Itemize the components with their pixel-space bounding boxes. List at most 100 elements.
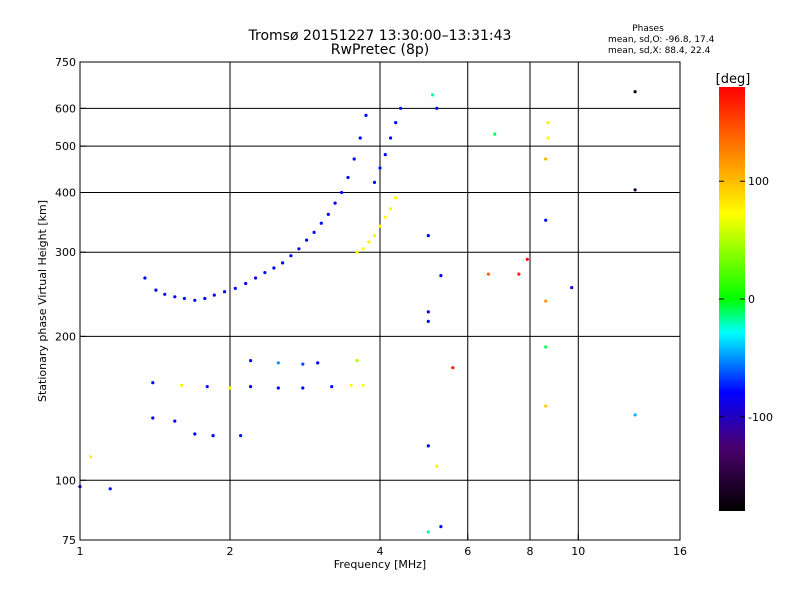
data-point: [253, 276, 258, 280]
data-point: [249, 385, 253, 389]
data-point: [439, 525, 443, 529]
data-point: [358, 136, 362, 140]
colorbar-ticks: 100 0 -100: [719, 175, 773, 424]
data-point: [180, 383, 184, 387]
data-point: [633, 413, 637, 417]
data-point: [143, 276, 147, 280]
data-point: [355, 250, 359, 254]
data-point: [372, 180, 377, 184]
data-point: [426, 310, 430, 314]
data-point: [340, 190, 344, 195]
data-point: [394, 196, 398, 200]
y-tick-label: 200: [55, 330, 76, 343]
y-tick-label: 75: [62, 534, 76, 547]
grid-lines: [80, 62, 680, 540]
x-axis-ticks: 1 2 4 6 8 10 16: [77, 534, 687, 558]
y-tick-label: 600: [55, 102, 76, 115]
data-point: [108, 487, 112, 491]
data-point: [89, 455, 93, 459]
chart-subtitle: RwPretec (8p): [331, 42, 429, 58]
y-axis-ticks: 75 100 200 300 400 500 600 750: [55, 56, 86, 547]
data-point: [633, 90, 637, 94]
data-point: [301, 386, 305, 390]
data-point: [451, 366, 455, 370]
x-tick-label: 1: [77, 545, 84, 558]
y-tick-label: 400: [55, 186, 76, 199]
data-point: [544, 218, 548, 222]
data-point: [222, 290, 227, 294]
data-point: [316, 361, 320, 365]
data-point: [383, 153, 387, 157]
colorbar-label: [deg]: [716, 72, 751, 87]
colorbar-tick-label: -100: [748, 411, 773, 424]
data-point: [151, 416, 155, 420]
x-tick-label: 16: [673, 545, 687, 558]
y-tick-label: 750: [55, 56, 76, 69]
stats-x-line: mean, sd,X: 88.4, 22.4: [608, 46, 711, 56]
data-point: [426, 234, 430, 238]
data-point: [326, 212, 330, 216]
data-point: [276, 361, 280, 365]
colorbar-tick-label: 100: [748, 175, 769, 188]
data-point: [281, 261, 285, 265]
data-point: [154, 288, 158, 292]
data-point: [372, 234, 377, 238]
data-point: [570, 286, 574, 290]
y-tick-label: 500: [55, 140, 76, 153]
data-point: [389, 207, 393, 211]
data-point: [346, 175, 350, 180]
data-point: [546, 136, 550, 140]
data-point: [426, 444, 430, 448]
data-point: [297, 247, 301, 251]
data-point: [544, 299, 548, 303]
data-point: [272, 266, 276, 270]
data-point: [203, 296, 207, 301]
data-point: [431, 93, 435, 97]
data-point: [546, 121, 550, 125]
data-point: [389, 136, 393, 140]
data-point: [383, 215, 387, 219]
data-point: [367, 240, 371, 244]
y-tick-label: 300: [55, 246, 76, 259]
x-axis-label: Frequency [MHz]: [334, 558, 426, 571]
x-tick-label: 8: [527, 545, 534, 558]
data-point: [633, 188, 637, 192]
data-point: [212, 293, 216, 297]
data-point: [352, 157, 356, 161]
data-point: [364, 113, 368, 117]
data-point: [182, 296, 186, 301]
data-point: [305, 238, 309, 242]
data-point: [319, 221, 323, 225]
data-point: [239, 434, 243, 438]
data-point: [544, 404, 548, 408]
data-point: [361, 383, 365, 387]
data-point: [333, 201, 337, 205]
data-point: [330, 385, 334, 389]
data-point: [173, 295, 177, 299]
data-point: [361, 247, 365, 251]
x-tick-label: 4: [377, 545, 384, 558]
stats-o-line: mean, sd,O: -96.8, 17.4: [608, 35, 715, 45]
x-tick-label: 6: [464, 545, 471, 558]
data-point: [378, 224, 382, 228]
data-point: [205, 385, 209, 389]
y-tick-label: 100: [55, 474, 76, 487]
data-point: [544, 157, 548, 161]
data-point: [525, 257, 529, 261]
data-point: [228, 386, 232, 390]
data-point: [312, 230, 316, 234]
data-point: [439, 274, 443, 278]
x-tick-label: 10: [571, 545, 585, 558]
data-point: [289, 254, 293, 258]
data-point: [301, 362, 305, 366]
data-point: [211, 434, 215, 438]
data-point: [173, 419, 177, 423]
data-point: [355, 359, 359, 363]
colorbar-tick-label: 0: [748, 293, 755, 306]
data-point: [426, 530, 430, 534]
data-point: [349, 383, 353, 387]
data-point: [435, 106, 439, 110]
data-points: [78, 90, 637, 534]
data-point: [193, 432, 197, 436]
